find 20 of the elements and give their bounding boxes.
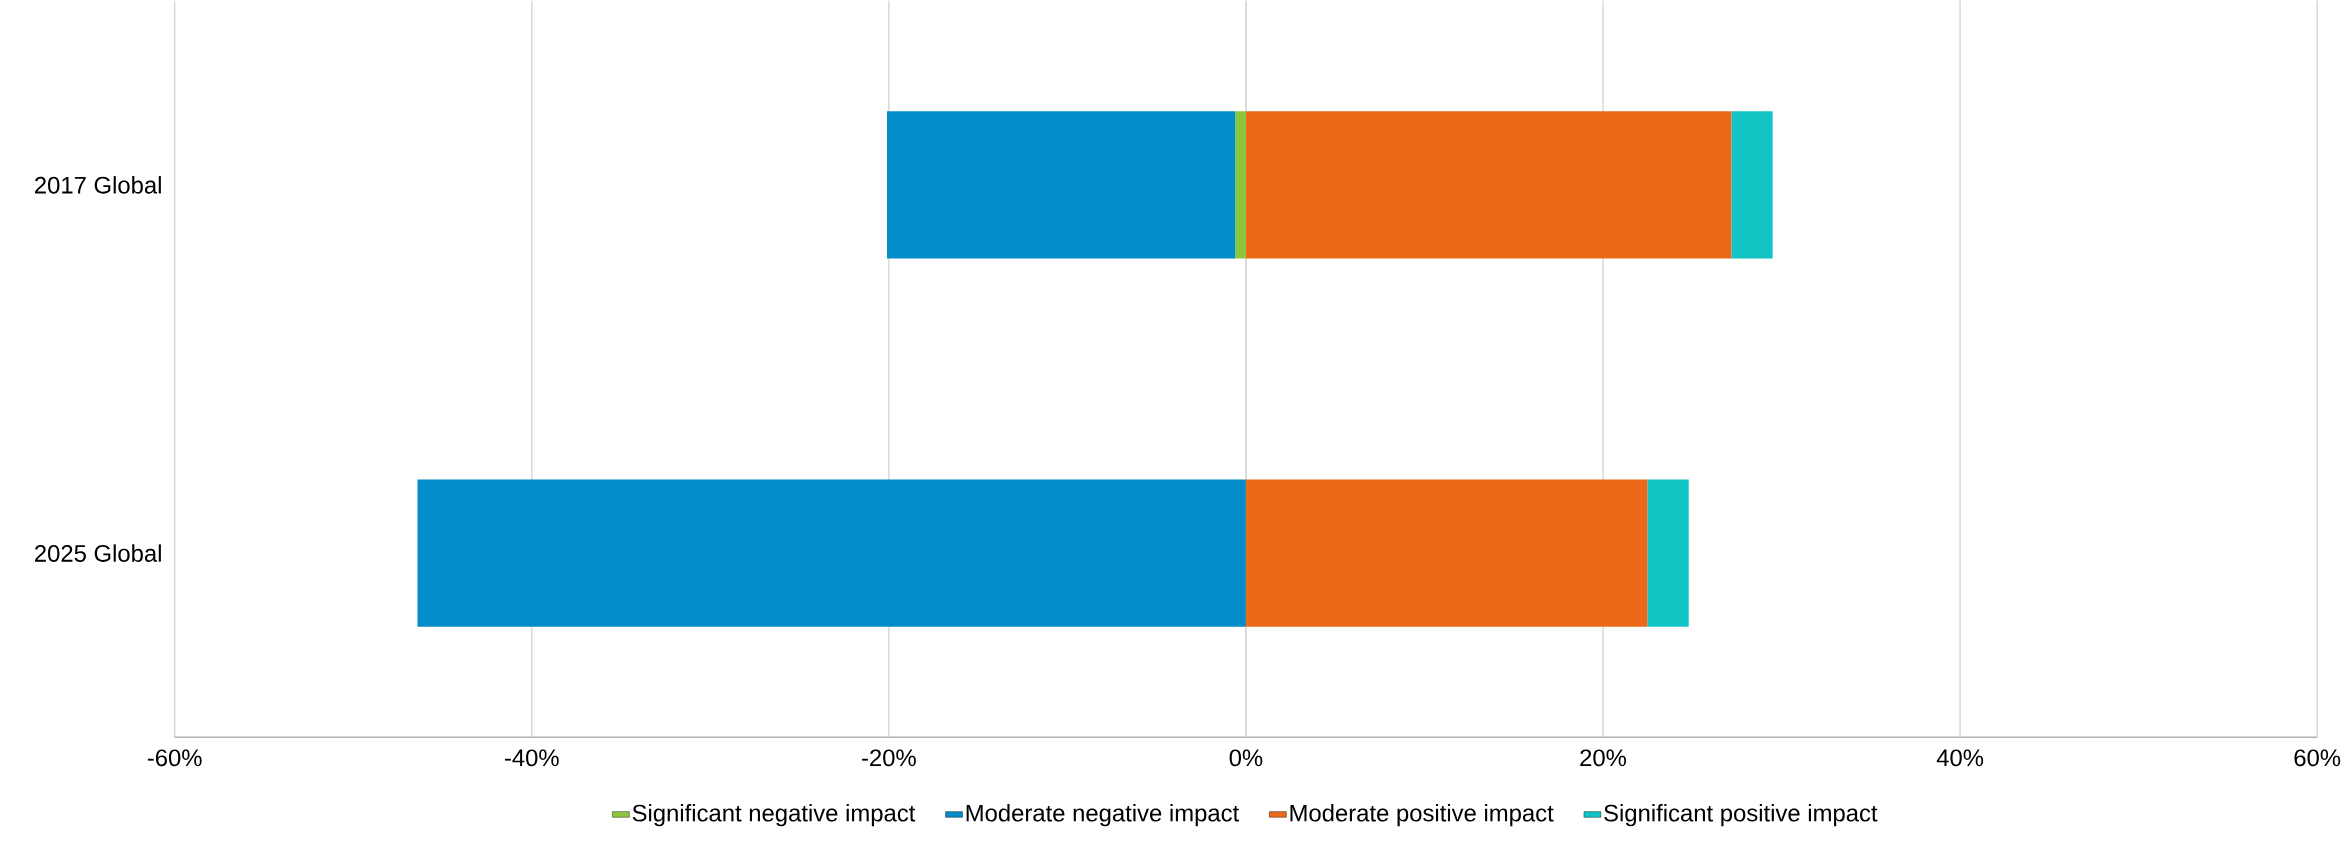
x-tick-label: 40% (1936, 749, 1984, 767)
bar (887, 111, 1236, 259)
bar (1647, 479, 1689, 627)
legend-label: Moderate positive impact (1290, 804, 1554, 827)
y-tick-label: 2025 Global (35, 544, 161, 562)
x-tick-label: 60% (2294, 749, 2341, 767)
bar (1731, 111, 1773, 259)
bar (1245, 111, 1732, 259)
x-tick-label: -20% (862, 749, 916, 767)
legend-label: Significant positive impact (1604, 804, 1878, 827)
bar (1235, 111, 1246, 259)
x-tick-label: 0% (1229, 749, 1263, 767)
x-tick-label: -60% (147, 749, 202, 767)
x-tick-label: -40% (504, 749, 559, 767)
bar (1245, 479, 1648, 627)
bar (417, 479, 1246, 627)
x-tick-label: 20% (1580, 749, 1627, 767)
y-tick-label: 2017 Global (35, 176, 161, 194)
legend-label: Moderate negative impact (966, 804, 1240, 827)
legend-label: Significant negative impact (632, 804, 916, 827)
